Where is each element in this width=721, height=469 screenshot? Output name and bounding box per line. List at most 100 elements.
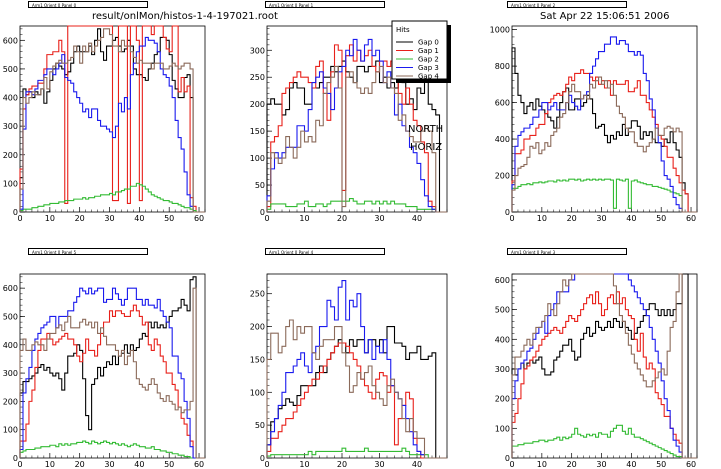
pad-title-1: Arm1 Orient 0 Panel 1 <box>265 1 385 8</box>
legend-entry-2: Gap 2 <box>396 56 439 64</box>
x-tick-label: 20 <box>75 214 85 223</box>
x-tick-label: 10 <box>299 460 309 469</box>
y-tick-label: 100 <box>250 388 265 397</box>
x-tick-label: 20 <box>567 214 577 223</box>
x-tick-label: 50 <box>164 460 174 469</box>
y-tick-label: 400 <box>495 135 510 144</box>
legend-label-1: Gap 1 <box>418 47 439 55</box>
y-tick-label: 250 <box>250 290 265 299</box>
x-tick-label: 10 <box>537 214 547 223</box>
y-tick-label: 150 <box>250 127 265 136</box>
y-tick-label: 300 <box>3 369 18 378</box>
x-tick-label: 30 <box>374 214 384 223</box>
series-gap-2 <box>19 182 205 213</box>
x-tick-label: 30 <box>596 460 606 469</box>
x-tick-label: 0 <box>17 460 22 469</box>
plot-frame <box>511 25 698 213</box>
histogram-pad-1: 0 10 20 30 40 0 50 100 150 200 250 300 <box>250 25 448 223</box>
series-gap-4 <box>266 319 447 459</box>
legend-entry-3: Gap 3 <box>396 64 439 72</box>
x-tick-label: 60 <box>194 214 204 223</box>
x-tick-label: 10 <box>299 214 309 223</box>
y-tick-label: 0 <box>260 454 265 463</box>
y-tick-label: 400 <box>3 341 18 350</box>
x-tick-label: 60 <box>686 214 696 223</box>
series-gap-2 <box>19 440 205 459</box>
y-tick-label: 500 <box>3 312 18 321</box>
series-gap-2 <box>266 447 447 459</box>
y-tick-label: 600 <box>495 99 510 108</box>
y-tick-label: 100 <box>3 179 18 188</box>
series-gap-4 <box>511 76 697 213</box>
series-gap-1 <box>19 304 205 459</box>
x-tick-label: 60 <box>686 460 696 469</box>
legend: Hits Gap 0 Gap 1 Gap 2 Gap 3 Gap 4 <box>391 20 451 83</box>
legend-label-3: Gap 3 <box>418 64 439 72</box>
y-tick-label: 0 <box>505 208 510 217</box>
x-tick-label: 20 <box>567 460 577 469</box>
y-tick-label: 500 <box>495 306 510 315</box>
x-tick-label: 50 <box>656 460 666 469</box>
x-tick-label: 40 <box>134 460 144 469</box>
x-tick-label: 40 <box>626 214 636 223</box>
y-tick-label: 300 <box>250 46 265 55</box>
y-tick-label: 200 <box>495 172 510 181</box>
annotation-horiz: HORIZ <box>410 142 442 153</box>
x-tick-label: 20 <box>337 214 347 223</box>
x-tick-label: 50 <box>164 214 174 223</box>
x-tick-label: 0 <box>264 214 269 223</box>
legend-title: Hits <box>396 26 410 34</box>
x-tick-label: 40 <box>134 214 144 223</box>
x-tick-label: 40 <box>412 460 422 469</box>
series-gap-1 <box>266 342 447 459</box>
x-tick-label: 0 <box>17 214 22 223</box>
series-gap-4 <box>266 65 447 213</box>
y-tick-label: 500 <box>3 65 18 74</box>
series-gap-1 <box>511 291 697 459</box>
x-tick-label: 40 <box>626 460 636 469</box>
series-gap-3 <box>266 38 447 213</box>
series-gap-3 <box>511 273 697 459</box>
x-tick-label: 30 <box>104 460 114 469</box>
series-gap-1 <box>266 44 447 213</box>
series-gap-2 <box>511 424 697 459</box>
x-tick-label: 30 <box>104 214 114 223</box>
y-tick-label: 50 <box>255 181 265 190</box>
y-tick-label: 100 <box>3 426 18 435</box>
y-tick-label: 0 <box>13 454 18 463</box>
y-tick-label: 300 <box>495 365 510 374</box>
y-tick-label: 200 <box>3 397 18 406</box>
x-tick-label: 0 <box>264 460 269 469</box>
date-header: Sat Apr 22 15:06:51 2006 <box>540 11 670 22</box>
legend-entry-0: Gap 0 <box>396 39 439 47</box>
y-tick-label: 1000 <box>490 26 510 35</box>
y-tick-label: 600 <box>495 276 510 285</box>
y-tick-label: 400 <box>3 94 18 103</box>
series-gap-3 <box>266 280 447 459</box>
pad-title-2: Arm1 Orient 0 Panel 2 <box>507 1 627 8</box>
series-gap-4 <box>511 273 697 459</box>
x-tick-label: 60 <box>194 460 204 469</box>
y-tick-label: 600 <box>3 284 18 293</box>
series-gap-0 <box>19 276 205 459</box>
file-path-header: result/onlMon/histos-1-4-197021.root <box>92 11 278 22</box>
annotation-north: NORTH <box>408 124 443 135</box>
legend-label-2: Gap 2 <box>418 56 439 64</box>
series-gap-3 <box>511 36 697 213</box>
y-tick-label: 150 <box>250 355 265 364</box>
legend-entry-1: Gap 1 <box>396 47 439 55</box>
x-tick-label: 20 <box>337 460 347 469</box>
series-gap-0 <box>511 273 697 459</box>
legend-entry-4: Gap 4 <box>396 73 439 81</box>
y-tick-label: 100 <box>250 154 265 163</box>
x-tick-label: 30 <box>374 460 384 469</box>
y-tick-label: 800 <box>495 62 510 71</box>
x-tick-label: 0 <box>509 214 514 223</box>
series-gap-1 <box>511 69 697 213</box>
series-gap-1 <box>19 25 205 213</box>
y-tick-label: 0 <box>13 208 18 217</box>
